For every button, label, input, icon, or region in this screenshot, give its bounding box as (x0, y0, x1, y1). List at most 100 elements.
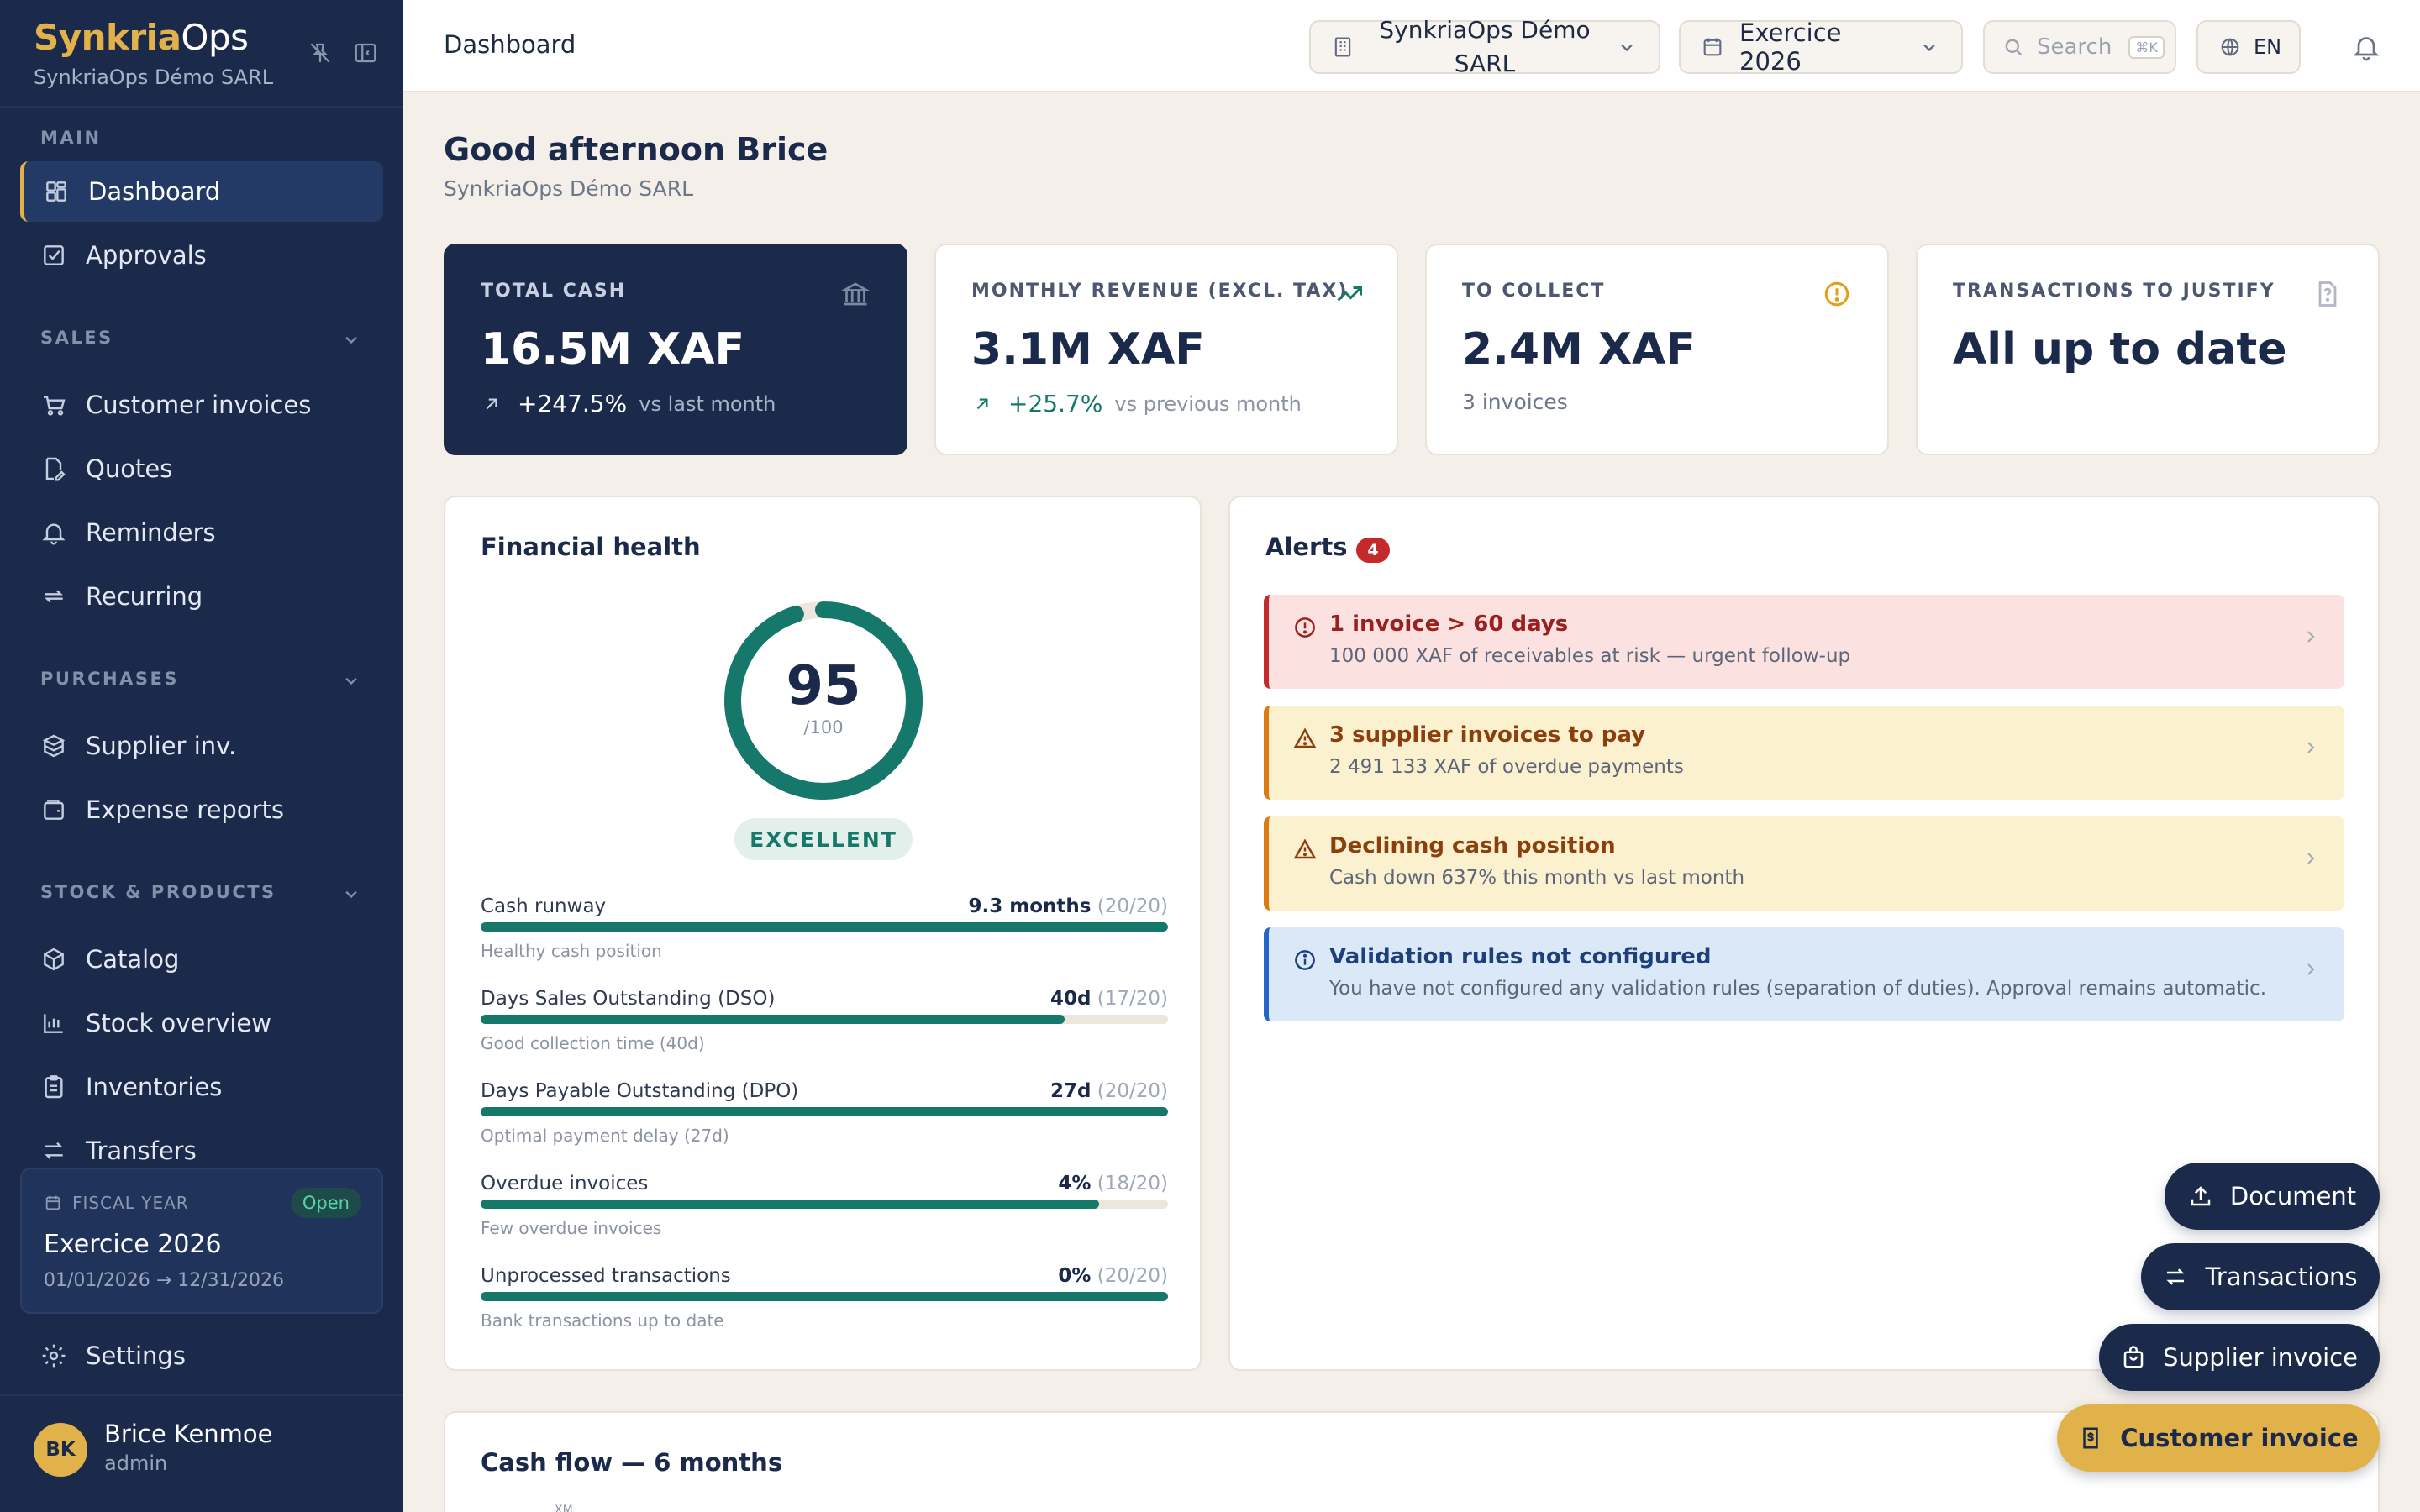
unpin-icon[interactable] (308, 40, 333, 66)
sidebar-item-settings[interactable]: Settings (20, 1326, 383, 1386)
file-question-icon (2312, 279, 2343, 309)
alert-description: 2 491 133 XAF of overdue payments (1329, 756, 1684, 778)
sidebar-item-label: Supplier inv. (86, 732, 237, 760)
metric-progress-bar (481, 1107, 1168, 1116)
kpi-note-text: 3 invoices (1462, 390, 1568, 414)
globe-icon (2218, 35, 2242, 59)
fiscal-year-card[interactable]: FISCAL YEAR Open Exercice 2026 01/01/202… (20, 1168, 383, 1314)
alert-description: Cash down 637% this month vs last month (1329, 867, 1745, 889)
kpi-compare: vs previous month (1114, 391, 1302, 416)
invoice-dollar-icon (2078, 1425, 2103, 1451)
metric-progress-bar (481, 1015, 1168, 1024)
avatar[interactable]: BK (34, 1423, 87, 1477)
sidebar-item-expense-reports[interactable]: Expense reports (20, 780, 383, 840)
info-circle-icon (1292, 948, 1318, 973)
kpi-card-monthly-revenue[interactable]: MONTHLY REVENUE (EXCL. TAX) 3.1M XAF +25… (934, 244, 1398, 455)
metric-value: 40d (17/20) (1050, 988, 1168, 1010)
bar-chart-icon (40, 1010, 67, 1037)
kpi-change: +247.5% (518, 390, 628, 417)
health-score-value: 95 (786, 655, 861, 717)
sidebar-item-label: Transfers (86, 1137, 197, 1165)
sidebar-company-name: SynkriaOps Démo SARL (34, 66, 274, 89)
cart-icon (40, 391, 67, 418)
card-title: Financial health (481, 533, 701, 561)
transfer-arrows-icon (40, 1137, 67, 1164)
sidebar-item-approvals[interactable]: Approvals (20, 225, 383, 286)
card-title: Alerts (1265, 533, 1348, 561)
metric-name: Cash runway (481, 895, 607, 917)
alert-item[interactable]: 1 invoice > 60 days 100 000 XAF of recei… (1264, 595, 2344, 689)
alert-circle-icon (1822, 279, 1852, 309)
add-transactions-button[interactable]: Transactions (2141, 1243, 2380, 1310)
calendar-icon (1701, 35, 1724, 59)
sidebar-item-label: Inventories (86, 1073, 223, 1101)
chevron-down-icon[interactable] (339, 882, 363, 906)
add-supplier-invoice-button[interactable]: Supplier invoice (2099, 1324, 2380, 1391)
section-label-main: MAIN (40, 128, 102, 148)
chevron-down-icon (1918, 35, 1941, 59)
sidebar-item-catalog[interactable]: Catalog (20, 929, 383, 990)
notifications-bell-icon[interactable] (2351, 32, 2381, 62)
metric-progress-bar (481, 922, 1168, 932)
user-name[interactable]: Brice Kenmoe (104, 1420, 273, 1448)
metric-value-main: 40d (1050, 988, 1092, 1010)
health-metric-row: Overdue invoices 4% (18/20) Few overdue in… (481, 1173, 1168, 1260)
fiscal-year-status-badge: Open (290, 1188, 361, 1218)
health-metric-row: Unprocessed transactions 0% (20/20) Bank t… (481, 1265, 1168, 1352)
alert-item[interactable]: Validation rules not configured You have… (1264, 927, 2344, 1021)
metric-note: Good collection time (40d) (481, 1033, 705, 1053)
metric-note: Healthy cash position (481, 941, 662, 961)
search-placeholder: Search (2037, 34, 2112, 60)
top-bar: Dashboard SynkriaOps Démo SARL Exercice … (403, 0, 2420, 92)
section-label-sales: SALES (40, 328, 113, 348)
dashboard-icon (43, 178, 70, 205)
fiscal-year-name: Exercice 2026 (44, 1230, 222, 1259)
fiscal-year-range: 01/01/2026 → 12/31/2026 (44, 1270, 285, 1291)
kpi-card-total-cash[interactable]: TOTAL CASH 16.5M XAF +247.5% vs last mon… (444, 244, 908, 455)
metric-value-main: 4% (1058, 1173, 1092, 1194)
add-customer-invoice-button[interactable]: Customer invoice (2057, 1404, 2380, 1472)
chevron-down-icon[interactable] (339, 669, 363, 692)
sidebar-item-label: Reminders (86, 518, 216, 547)
company-select-value: SynkriaOps Démo SARL (1379, 16, 1591, 77)
sidebar-item-quotes[interactable]: Quotes (20, 438, 383, 499)
fab-label: Transactions (2205, 1263, 2358, 1291)
collapse-sidebar-icon[interactable] (353, 40, 378, 66)
arrow-up-right-icon (971, 393, 993, 415)
brand-logo[interactable]: SynkriaOps (34, 17, 249, 58)
sidebar-item-reminders[interactable]: Reminders (20, 502, 383, 563)
health-metric-row: Cash runway 9.3 months (20/20) Healthy cas… (481, 895, 1168, 983)
alert-item[interactable]: Declining cash position Cash down 637% t… (1264, 816, 2344, 911)
cube-icon (40, 946, 67, 973)
kpi-card-to-collect[interactable]: TO COLLECT 2.4M XAF 3 invoices (1425, 244, 1889, 455)
add-document-button[interactable]: Document (2165, 1163, 2380, 1230)
page-title: Good afternoon Brice (444, 131, 829, 168)
sidebar-item-transfers[interactable]: Transfers (20, 1121, 383, 1181)
chevron-down-icon[interactable] (339, 328, 363, 351)
exercise-select[interactable]: Exercice 2026 (1679, 18, 1963, 76)
search-input[interactable]: Search ⌘K (1983, 20, 2176, 74)
exercise-select-value: Exercice 2026 (1739, 18, 1842, 76)
alert-item[interactable]: 3 supplier invoices to pay 2 491 133 XAF… (1264, 706, 2344, 800)
sidebar-item-customer-invoices[interactable]: Customer invoices (20, 375, 383, 435)
metric-name: Days Sales Outstanding (DSO) (481, 988, 776, 1010)
metric-points: (20/20) (1097, 895, 1168, 917)
user-role: admin (104, 1452, 168, 1475)
sidebar-item-inventories[interactable]: Inventories (20, 1057, 383, 1117)
sidebar-item-label: Recurring (86, 582, 203, 611)
sidebar-item-dashboard[interactable]: Dashboard (20, 161, 383, 222)
metric-name: Days Payable Outstanding (DPO) (481, 1080, 799, 1102)
kpi-card-transactions-to-justify[interactable]: TRANSACTIONS TO JUSTIFY All up to date (1916, 244, 2380, 455)
company-select[interactable]: SynkriaOps Démo SARL (1309, 16, 1660, 77)
language-select[interactable]: EN (2196, 20, 2301, 74)
kpi-value: All up to date (1953, 324, 2287, 375)
document-edit-icon (40, 455, 67, 482)
metric-progress-bar (481, 1200, 1168, 1209)
repeat-icon (40, 583, 67, 610)
sidebar-item-recurring[interactable]: Recurring (20, 566, 383, 627)
metric-progress-fill (481, 922, 1168, 932)
kpi-note: 3 invoices (1462, 390, 1568, 414)
trending-up-icon (1334, 279, 1365, 309)
sidebar-item-supplier-inv[interactable]: Supplier inv. (20, 716, 383, 776)
sidebar-item-stock-overview[interactable]: Stock overview (20, 993, 383, 1053)
